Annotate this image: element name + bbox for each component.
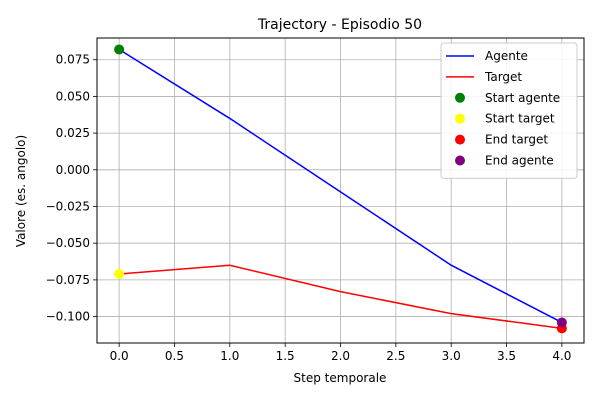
- legend-marker-swatch: [455, 113, 465, 124]
- start-target-marker: [114, 269, 125, 280]
- legend-label: Agente: [485, 49, 528, 63]
- y-tick-label: 0.025: [56, 126, 90, 140]
- x-tick-label: 0.0: [110, 349, 129, 363]
- series-line-agente: [118, 48, 563, 324]
- legend-label: End agente: [485, 154, 554, 168]
- x-tick-label: 3.5: [497, 349, 516, 363]
- chart-title: Trajectory - Episodio 50: [257, 17, 422, 33]
- x-tick-label: 2.0: [331, 349, 350, 363]
- legend-box: [440, 42, 578, 179]
- x-tick-label: 2.5: [386, 349, 405, 363]
- y-tick-label: 0.050: [56, 89, 90, 103]
- legend: Agente Target Start agente Start target End …: [440, 42, 578, 179]
- series-lines: [118, 48, 563, 330]
- legend-label: End target: [485, 133, 548, 147]
- x-tick-label: 0.5: [165, 349, 184, 363]
- y-axis-ticks: 0.075 0.050 0.025 0.000 −0.025 −0.050 −0.075 −0…: [46, 53, 97, 324]
- x-axis-ticks: 0.0 0.5 1.0 1.5 2.0 2.5 3.0 3.5 4.0: [110, 343, 571, 363]
- end-agente-marker: [556, 317, 567, 328]
- y-tick-label: −0.050: [46, 236, 90, 250]
- legend-marker-swatch: [455, 134, 465, 145]
- series-line-target: [119, 264, 562, 330]
- y-tick-label: −0.075: [46, 273, 90, 287]
- x-tick-label: 3.0: [442, 349, 461, 363]
- start-agente-marker: [114, 44, 125, 55]
- x-axis-label: Step temporale: [294, 371, 387, 385]
- x-tick-label: 4.0: [552, 349, 571, 363]
- marker-points: [114, 44, 567, 334]
- legend-label: Start target: [485, 112, 555, 126]
- y-tick-label: −0.100: [46, 310, 90, 324]
- y-tick-label: 0.000: [56, 163, 90, 177]
- legend-marker-swatch: [455, 92, 465, 103]
- legend-marker-swatch: [455, 155, 465, 166]
- x-tick-label: 1.5: [276, 349, 295, 363]
- legend-label: Start agente: [485, 91, 560, 105]
- y-tick-label: −0.025: [46, 199, 90, 213]
- y-tick-label: 0.075: [56, 53, 90, 67]
- x-tick-label: 1.0: [220, 349, 239, 363]
- legend-label: Target: [484, 70, 522, 84]
- y-axis-label: Valore (es. angolo): [14, 135, 28, 247]
